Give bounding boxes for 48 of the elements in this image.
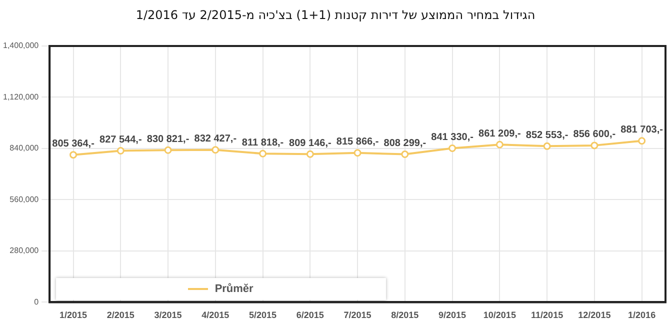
point <box>590 142 598 150</box>
point <box>212 146 220 154</box>
chart-title: הגידול במחיר הממוצע של דירות קטנות (1+1) בצ'כיה מ-2/2015 עד 1/2016 <box>134 8 536 22</box>
x-tick-label: 1/2016 <box>628 310 656 320</box>
legend-panel: Průměr <box>56 278 386 300</box>
data-label: 852 553,- <box>526 130 568 141</box>
point <box>116 147 124 155</box>
x-tick-label: 2/2015 <box>106 310 134 320</box>
x-tick-label: 6/2015 <box>296 310 324 320</box>
point <box>354 149 362 157</box>
data-label: 832 427,- <box>194 134 237 145</box>
x-tick-label: 9/2015 <box>438 310 466 320</box>
y-tick-label: 0 <box>34 297 40 306</box>
x-tick-label: 12/2015 <box>578 310 611 320</box>
data-label: 805 364,- <box>52 138 94 150</box>
y-tick-label: 1,120,000 <box>2 92 40 102</box>
data-label: 856 600,- <box>573 129 616 140</box>
x-tick-label: 4/2015 <box>202 310 230 320</box>
y-tick-label: 840,000 <box>10 144 40 153</box>
x-tick-label: 8/2015 <box>391 310 419 320</box>
x-tick-label: 7/2015 <box>344 310 372 320</box>
x-tick-label: 5/2015 <box>249 310 277 320</box>
y-tick-label: 1,400,000 <box>2 41 40 50</box>
legend-label: Průměr <box>214 283 254 296</box>
data-label: 827 544,- <box>100 134 142 146</box>
point <box>259 150 267 158</box>
x-tick-label: 11/2015 <box>531 310 564 320</box>
point <box>638 137 646 145</box>
point <box>70 151 78 159</box>
data-label: 881 703,- <box>620 124 663 136</box>
data-label: 830 821,- <box>146 134 190 145</box>
data-label: 811 818,- <box>242 137 284 148</box>
point <box>496 140 504 148</box>
point <box>448 144 456 152</box>
x-tick-label: 10/2015 <box>483 310 516 320</box>
data-label: 815 866,- <box>336 136 379 148</box>
y-tick-label: 280,000 <box>10 246 40 256</box>
x-tick-label: 1/2015 <box>60 310 88 320</box>
point <box>543 142 551 150</box>
point <box>164 146 172 154</box>
y-tick-label: 560,000 <box>10 194 40 204</box>
point <box>401 150 409 158</box>
data-label: 841 330,- <box>431 132 474 143</box>
x-tick-label: 3/2015 <box>154 310 182 320</box>
data-label: 861 209,- <box>478 128 521 140</box>
data-label: 809 146,- <box>289 138 332 149</box>
data-label: 808 299,- <box>384 138 426 150</box>
point <box>306 150 314 158</box>
